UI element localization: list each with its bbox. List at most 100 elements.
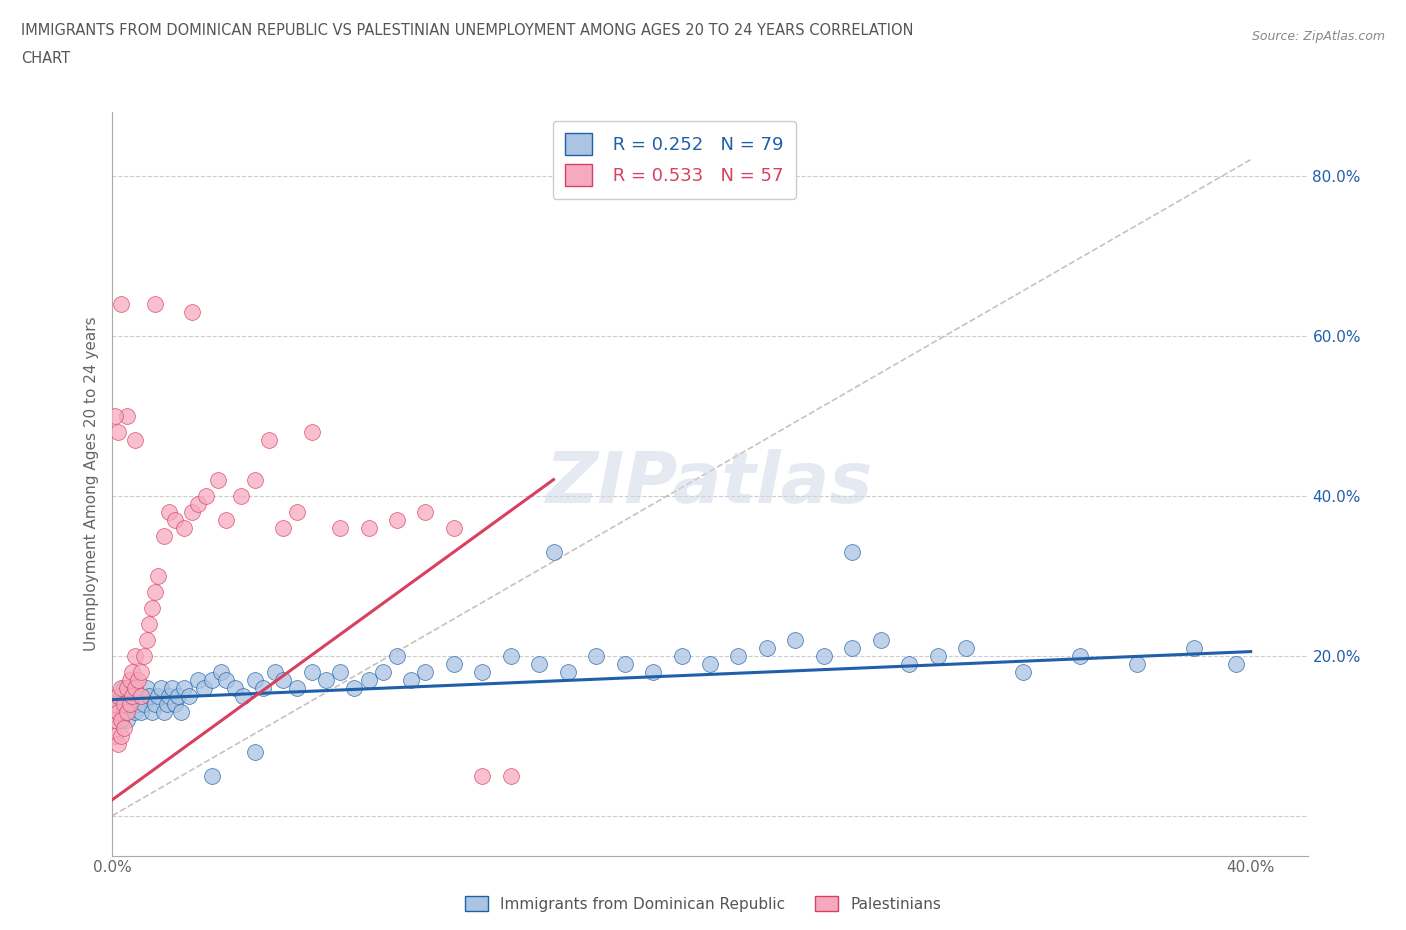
- Point: [215, 512, 238, 527]
- Point: [187, 497, 209, 512]
- Point: [1182, 640, 1205, 655]
- Point: [215, 672, 238, 687]
- Point: [149, 680, 172, 695]
- Point: [287, 504, 309, 519]
- Legend:  R = 0.252   N = 79,  R = 0.533   N = 57: R = 0.252 N = 79, R = 0.533 N = 57: [553, 121, 796, 199]
- Point: [613, 657, 636, 671]
- Point: [121, 697, 143, 711]
- Point: [152, 704, 174, 719]
- Point: [104, 408, 127, 423]
- Point: [173, 520, 195, 535]
- Point: [229, 488, 252, 503]
- Point: [110, 712, 132, 727]
- Point: [232, 688, 254, 703]
- Point: [165, 697, 187, 711]
- Point: [443, 657, 465, 671]
- Point: [207, 472, 229, 487]
- Point: [243, 744, 266, 759]
- Point: [170, 704, 193, 719]
- Point: [104, 728, 127, 743]
- Point: [955, 640, 977, 655]
- Point: [107, 688, 129, 703]
- Point: [110, 296, 132, 311]
- Point: [755, 640, 778, 655]
- Point: [124, 432, 146, 447]
- Point: [115, 697, 138, 711]
- Point: [115, 712, 138, 727]
- Point: [271, 672, 294, 687]
- Point: [252, 680, 274, 695]
- Point: [110, 688, 132, 703]
- Point: [118, 672, 141, 687]
- Point: [143, 296, 166, 311]
- Point: [112, 704, 135, 719]
- Point: [107, 737, 129, 751]
- Point: [209, 664, 232, 679]
- Point: [585, 648, 607, 663]
- Point: [224, 680, 246, 695]
- Point: [415, 504, 437, 519]
- Point: [499, 768, 522, 783]
- Point: [110, 712, 132, 727]
- Point: [557, 664, 579, 679]
- Point: [127, 672, 149, 687]
- Point: [107, 424, 129, 439]
- Point: [155, 697, 177, 711]
- Point: [357, 672, 380, 687]
- Text: ZIPatlas: ZIPatlas: [547, 449, 873, 518]
- Point: [699, 657, 721, 671]
- Point: [643, 664, 665, 679]
- Point: [129, 688, 152, 703]
- Point: [121, 664, 143, 679]
- Point: [329, 520, 352, 535]
- Point: [115, 704, 138, 719]
- Point: [841, 544, 863, 559]
- Point: [287, 680, 309, 695]
- Point: [135, 680, 157, 695]
- Point: [243, 672, 266, 687]
- Point: [135, 632, 157, 647]
- Point: [124, 648, 146, 663]
- Point: [157, 688, 180, 703]
- Point: [138, 688, 160, 703]
- Point: [415, 664, 437, 679]
- Point: [529, 657, 551, 671]
- Point: [132, 697, 155, 711]
- Point: [671, 648, 693, 663]
- Point: [193, 680, 215, 695]
- Point: [869, 632, 891, 647]
- Point: [243, 472, 266, 487]
- Point: [301, 424, 323, 439]
- Point: [129, 664, 152, 679]
- Point: [157, 504, 180, 519]
- Point: [141, 704, 163, 719]
- Point: [146, 568, 169, 583]
- Point: [1012, 664, 1035, 679]
- Point: [141, 600, 163, 615]
- Point: [187, 672, 209, 687]
- Point: [181, 304, 204, 319]
- Point: [118, 688, 141, 703]
- Point: [1225, 657, 1247, 671]
- Point: [107, 704, 129, 719]
- Point: [107, 704, 129, 719]
- Point: [813, 648, 835, 663]
- Point: [173, 680, 195, 695]
- Point: [110, 680, 132, 695]
- Point: [167, 688, 190, 703]
- Point: [115, 408, 138, 423]
- Point: [201, 768, 224, 783]
- Point: [385, 648, 408, 663]
- Point: [195, 488, 218, 503]
- Point: [499, 648, 522, 663]
- Text: CHART: CHART: [21, 51, 70, 66]
- Point: [385, 512, 408, 527]
- Point: [162, 680, 183, 695]
- Point: [371, 664, 394, 679]
- Point: [124, 704, 146, 719]
- Point: [1069, 648, 1091, 663]
- Point: [329, 664, 352, 679]
- Point: [127, 697, 149, 711]
- Point: [146, 688, 169, 703]
- Point: [785, 632, 807, 647]
